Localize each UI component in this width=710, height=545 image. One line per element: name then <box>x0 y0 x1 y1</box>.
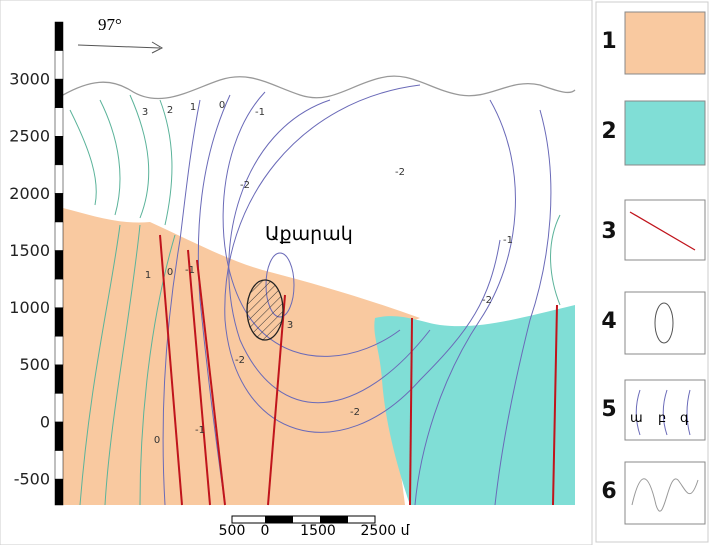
contour-label: -2 <box>235 355 245 366</box>
contour-label: -2 <box>482 295 492 306</box>
y-tick-label: 1000 <box>9 298 50 317</box>
scale-label: 1500 <box>300 523 336 539</box>
contour-label: -1 <box>255 107 265 118</box>
y-tick-label: 3000 <box>9 70 50 89</box>
contour-label: 0 <box>154 435 160 446</box>
y-tick-label: 2000 <box>9 184 50 203</box>
ruler-segment <box>55 51 63 80</box>
scale-bar <box>232 516 375 523</box>
contour-label: 0 <box>167 267 173 278</box>
direction: 97° <box>98 15 122 34</box>
legend-number: 3 <box>601 219 616 244</box>
ruler-segment <box>55 193 63 222</box>
legend-number: 1 <box>601 29 616 54</box>
ruler-segment <box>55 365 63 394</box>
legend-number: 4 <box>601 309 616 334</box>
y-tick-label: 500 <box>19 355 50 374</box>
ruler-segment <box>55 222 63 251</box>
ruler-segment <box>55 336 63 365</box>
legend-number: 6 <box>601 479 616 504</box>
ruler-segment <box>55 308 63 337</box>
ruler-segment <box>55 251 63 280</box>
figure: 97° Աքարակ 3 2 1 0 -1 -2 -2 -1 -2 -2 1 0… <box>0 0 710 545</box>
ruler-segment <box>55 279 63 308</box>
scale-label: 0 <box>261 523 270 539</box>
legend-number: 2 <box>601 119 616 144</box>
place-name: Աքարակ <box>265 224 353 245</box>
contour-label: 2 <box>167 105 173 116</box>
ruler-segment <box>55 108 63 137</box>
ruler-segment <box>55 136 63 165</box>
contour-label: -2 <box>350 407 360 418</box>
ruler-segment <box>55 451 63 480</box>
legend: 1 2 3 4 5 ա բ գ 6 <box>596 2 708 542</box>
zone-2 <box>374 305 575 505</box>
legend-sublabel: գ <box>680 411 689 426</box>
contour-label: -1 <box>503 235 513 246</box>
legend-sublabel: ա <box>630 411 643 426</box>
contour-label: -1 <box>185 265 195 276</box>
ruler-segment <box>55 165 63 194</box>
contour-label: -2 <box>240 180 250 191</box>
ruler-segment <box>55 422 63 451</box>
ruler <box>55 22 63 505</box>
contour-label: 1 <box>190 102 196 113</box>
legend-sublabel: բ <box>658 411 666 426</box>
contour-label: 1 <box>145 270 151 281</box>
y-tick-label: 2500 <box>9 127 50 146</box>
ruler-segment <box>55 22 63 51</box>
legend-number: 5 <box>601 397 616 422</box>
ruler-segment <box>55 79 63 108</box>
y-tick-label: 0 <box>40 412 50 431</box>
y-tick-label: -500 <box>14 470 50 489</box>
scale-label: 500 <box>219 523 246 539</box>
ruler-segment <box>55 479 63 505</box>
contour-label: 3 <box>142 107 148 118</box>
y-tick-label: 1500 <box>9 241 50 260</box>
contour-label: 0 <box>219 100 225 111</box>
ruler-segment <box>55 393 63 422</box>
contour-label: -1 <box>195 425 205 436</box>
scale-label: 2500 մ <box>361 523 411 539</box>
ore-body <box>247 280 283 340</box>
contour-label: -2 <box>395 167 405 178</box>
contour-label: 3 <box>287 320 293 331</box>
